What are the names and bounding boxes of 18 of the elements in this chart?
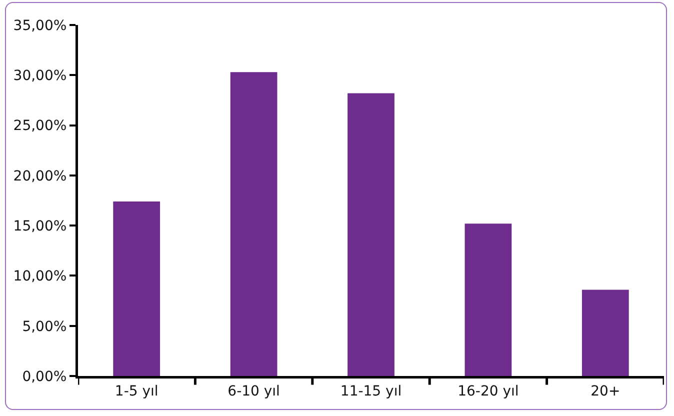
y-tick-label: 30,00% — [13, 68, 67, 84]
bar — [464, 224, 512, 376]
bar — [113, 202, 160, 376]
y-tick-label: 20,00% — [13, 168, 67, 184]
y-tick-label: 0,00% — [22, 368, 67, 385]
bar — [230, 72, 278, 376]
bar — [582, 290, 629, 376]
x-tick-label: 16-20 yıl — [458, 383, 519, 400]
y-tick-label: 25,00% — [13, 118, 67, 134]
y-tick-label: 5,00% — [22, 318, 67, 335]
bar — [348, 93, 394, 376]
x-tick-label: 1-5 yıl — [114, 383, 158, 400]
y-tick-label: 15,00% — [13, 218, 67, 234]
x-tick-label: 11-15 yıl — [340, 383, 402, 400]
y-tick-label: 35,00% — [13, 18, 67, 34]
x-tick-label: 6-10 yıl — [228, 383, 280, 400]
x-tick-label: 20+ — [590, 383, 620, 400]
y-tick-label: 10,00% — [13, 268, 67, 285]
